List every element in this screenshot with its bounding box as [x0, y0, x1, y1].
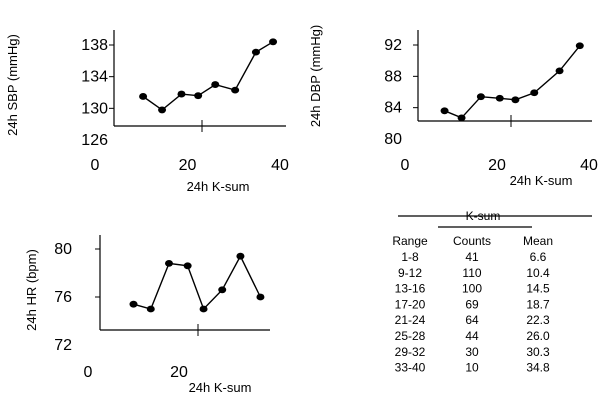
x-tick-label: 0: [84, 364, 93, 381]
y-tick-label: 92: [384, 37, 402, 54]
x-tick-label: 20: [170, 364, 188, 381]
table-cell-range: 17-20: [395, 297, 426, 311]
table-title: K-sum: [466, 209, 501, 223]
table-rows: 1-8 41 6.6 9-12 110 10.4 13-16 100 14.5 17-20 69 18…: [395, 250, 550, 375]
table-cell-counts: 110: [462, 266, 481, 280]
y-tick-label: 76: [54, 289, 72, 306]
table-cell-counts: 10: [465, 361, 479, 375]
table-cell-mean: 18.7: [526, 297, 550, 311]
table-cell-range: 21-24: [395, 313, 426, 327]
data-point: [158, 106, 167, 114]
x-axis-label: 24h K-sum: [189, 380, 252, 395]
data-point: [199, 305, 208, 313]
y-axis-label: 24h SBP (mmHg): [5, 34, 20, 136]
y-tick-label: 126: [81, 132, 108, 149]
data-point: [236, 252, 245, 260]
ksum-table: K-sum Range Counts Mean 1-8 41 6.69-12 110 1…: [392, 209, 592, 375]
table-cell-mean: 26.0: [526, 329, 550, 343]
data-point: [194, 92, 203, 100]
x-tick-label: 20: [179, 157, 197, 174]
y-tick-label: 88: [384, 68, 402, 85]
table-cell-mean: 30.3: [526, 345, 550, 359]
table-header-counts: Counts: [453, 234, 491, 248]
table-cell-counts: 100: [462, 282, 482, 296]
y-axis-label: 24h DBP (mmHg): [308, 25, 323, 127]
x-axis-label: 24h K-sum: [187, 179, 250, 194]
data-point: [555, 67, 564, 75]
data-point: [269, 38, 278, 46]
table-cell-counts: 41: [465, 250, 479, 264]
table-cell-mean: 14.5: [526, 282, 550, 296]
table-cell-mean: 10.4: [526, 266, 550, 280]
data-point: [177, 90, 186, 98]
data-point: [457, 114, 466, 122]
y-tick-label: 138: [81, 37, 108, 54]
y-tick-label: 130: [81, 100, 108, 117]
x-tick-label: 0: [401, 157, 410, 174]
data-point: [146, 305, 155, 313]
table-cell-mean: 6.6: [530, 250, 547, 264]
x-tick-label: 20: [488, 157, 506, 174]
x-axis-label: 24h K-sum: [510, 173, 573, 188]
data-point: [231, 86, 240, 94]
data-point: [218, 286, 227, 294]
data-point: [183, 262, 192, 270]
table-cell-range: 13-16: [395, 282, 426, 296]
data-point: [530, 89, 539, 97]
table-cell-mean: 34.8: [526, 361, 550, 375]
data-point: [511, 96, 520, 104]
dbp-chart: 80 84 88 92 0 20 40 24h K-sum 24h DBP (mmHg): [308, 25, 598, 188]
table-header-range: Range: [392, 234, 428, 248]
table-cell-range: 33-40: [395, 361, 426, 375]
table-cell-mean: 22.3: [526, 313, 550, 327]
x-tick-label: 40: [271, 157, 289, 174]
sbp-chart: 126 130 134 138 0 20 40 24h K-sum 24h SBP (mmHg): [5, 30, 289, 194]
data-point: [164, 260, 173, 267]
data-point: [139, 93, 148, 100]
x-tick-label: 0: [91, 157, 100, 174]
data-point: [476, 93, 485, 101]
table-cell-range: 1-8: [401, 250, 419, 264]
table-cell-counts: 69: [465, 297, 479, 311]
table-cell-counts: 44: [465, 329, 479, 343]
series-line: [142, 41, 274, 111]
data-point: [129, 300, 138, 308]
y-tick-label: 84: [384, 100, 402, 117]
data-point: [440, 107, 449, 115]
y-tick-label: 80: [54, 241, 72, 258]
y-tick-label: 72: [54, 337, 72, 354]
y-axis-label: 24h HR (bpm): [24, 249, 39, 331]
series-line: [444, 45, 581, 119]
data-point: [575, 42, 584, 50]
table-cell-counts: 30: [465, 345, 479, 359]
series-line: [133, 254, 262, 311]
x-tick-label: 40: [580, 157, 598, 174]
table-cell-counts: 64: [465, 313, 479, 327]
table-cell-range: 25-28: [395, 329, 426, 343]
y-tick-label: 134: [81, 69, 108, 86]
table-cell-range: 29-32: [395, 345, 426, 359]
data-point: [495, 94, 504, 102]
table-header-mean: Mean: [523, 234, 553, 248]
y-tick-label: 80: [384, 131, 402, 148]
table-cell-range: 9-12: [398, 266, 422, 280]
data-point: [256, 293, 265, 301]
data-point: [211, 81, 220, 88]
data-point: [251, 48, 260, 56]
